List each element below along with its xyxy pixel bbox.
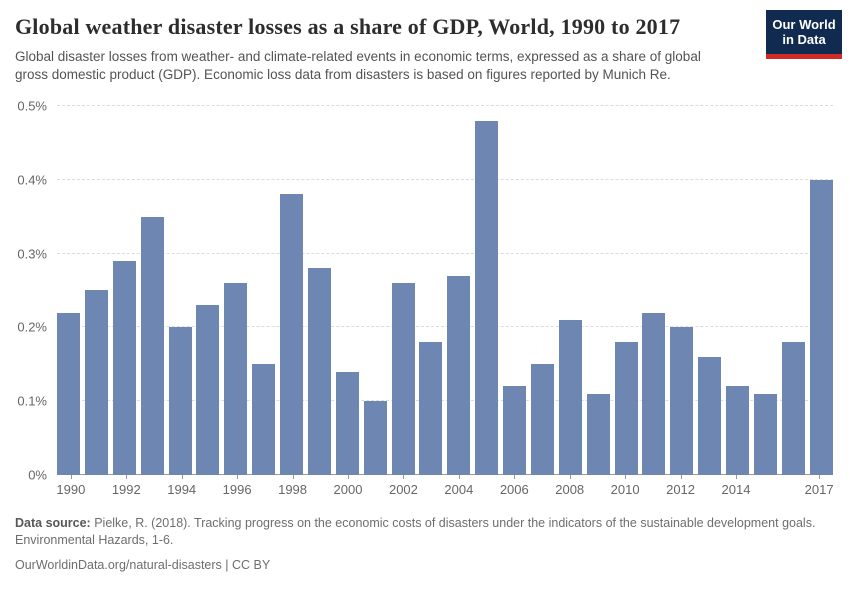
bar-2012	[670, 327, 694, 475]
chart-subtitle: Global disaster losses from weather- and…	[15, 49, 701, 82]
bar-2014	[726, 386, 749, 475]
gridline-0.3%	[57, 252, 833, 254]
x-axis-label-1992: 1992	[111, 481, 141, 497]
license-line: OurWorldinData.org/natural-disasters | C…	[15, 558, 271, 573]
bar-2013	[698, 356, 722, 475]
y-axis-label-0%: 0%	[28, 467, 47, 483]
x-axis-label-2000: 2000	[333, 481, 363, 497]
x-axis-label-2004: 2004	[444, 481, 474, 497]
bar-2007	[530, 364, 554, 475]
gridline-0%	[57, 473, 833, 475]
gridline-0.4%	[57, 178, 833, 180]
x-tick-1990	[70, 474, 72, 479]
x-tick-1994	[181, 474, 183, 479]
x-tick-1998	[292, 474, 294, 479]
plot-area: 0% 0.1% 0.2% 0.3% 0.4% 0.5% 1990 1992 1994 1996 19…	[17, 99, 833, 497]
bar-2017	[809, 179, 833, 475]
y-axis-label-0.5%: 0.5%	[17, 98, 47, 114]
bar-2011	[642, 312, 666, 475]
bars-container	[57, 106, 833, 475]
bar-1999	[307, 268, 331, 475]
y-axis-label-0.1%: 0.1%	[17, 393, 47, 409]
x-axis-label-1998: 1998	[278, 481, 308, 497]
x-tick-2004	[458, 474, 460, 479]
x-tick-2006	[514, 474, 516, 479]
bar-2003	[419, 342, 443, 475]
chart-header: Global weather disaster losses as a shar…	[0, 0, 850, 84]
bar-2016	[781, 342, 805, 475]
bar-1998	[280, 194, 303, 475]
bar-1990	[57, 312, 80, 475]
x-tick-2002	[403, 474, 405, 479]
bar-2008	[558, 319, 582, 475]
bar-2010	[614, 342, 638, 475]
x-axis-label-1994: 1994	[167, 481, 197, 497]
x-axis-label-2002: 2002	[388, 481, 418, 497]
y-axis-label-0.3%: 0.3%	[17, 246, 47, 262]
x-tick-2017	[819, 474, 821, 479]
x-tick-2014	[736, 474, 737, 479]
data-source-label: Data source:	[15, 515, 91, 530]
x-axis-label-2017: 2017	[804, 481, 834, 497]
gridline-0.5%	[57, 104, 833, 106]
bar-2002	[391, 283, 415, 475]
bar-2015	[753, 393, 777, 475]
bar-2006	[503, 386, 526, 475]
x-tick-2012	[680, 474, 682, 479]
x-axis-label-1996: 1996	[222, 481, 252, 497]
data-source-line: Data source: Pielke, R. (2018). Tracking…	[15, 515, 835, 550]
bar-chart: 0% 0.1% 0.2% 0.3% 0.4% 0.5% 1990 1992 1994 1996 19…	[17, 99, 833, 497]
bar-1991	[84, 290, 108, 475]
bar-1992	[112, 260, 136, 475]
bar-1993	[140, 216, 164, 475]
page-title: Global weather disaster losses as a shar…	[15, 14, 681, 39]
y-axis-label-0.2%: 0.2%	[17, 319, 47, 335]
bar-1996	[224, 283, 248, 475]
gridline-0.2%	[57, 326, 833, 328]
bar-2000	[335, 371, 359, 475]
logo-line-2: in Data	[782, 32, 826, 48]
x-axis-label-2008: 2008	[555, 481, 585, 497]
chart-footer: Data source: Pielke, R. (2018). Tracking…	[15, 515, 835, 575]
x-axis-label-2006: 2006	[499, 481, 529, 497]
owid-logo: Our World in Data	[766, 10, 842, 59]
x-axis-label-2010: 2010	[610, 481, 640, 497]
x-tick-2010	[625, 474, 627, 479]
bar-1995	[196, 305, 220, 475]
x-axis-label-2014: 2014	[721, 481, 751, 497]
x-axis-label-1990: 1990	[56, 481, 86, 497]
x-tick-1992	[126, 474, 128, 479]
x-tick-2008	[569, 474, 571, 479]
y-axis-label-0.4%: 0.4%	[17, 172, 47, 188]
bar-2005	[475, 120, 499, 475]
gridline-0.1%	[57, 400, 833, 402]
bar-1994	[168, 327, 192, 475]
logo-line-1: Our World	[772, 17, 836, 32]
x-tick-2000	[348, 474, 349, 479]
bar-1997	[252, 364, 276, 475]
bar-2009	[586, 393, 610, 475]
data-source-text: Pielke, R. (2018). Tracking progress on …	[15, 515, 816, 548]
x-tick-1996	[237, 474, 239, 479]
x-axis-label-2012: 2012	[666, 481, 696, 497]
bar-2004	[447, 275, 471, 475]
bar-2001	[363, 401, 387, 475]
